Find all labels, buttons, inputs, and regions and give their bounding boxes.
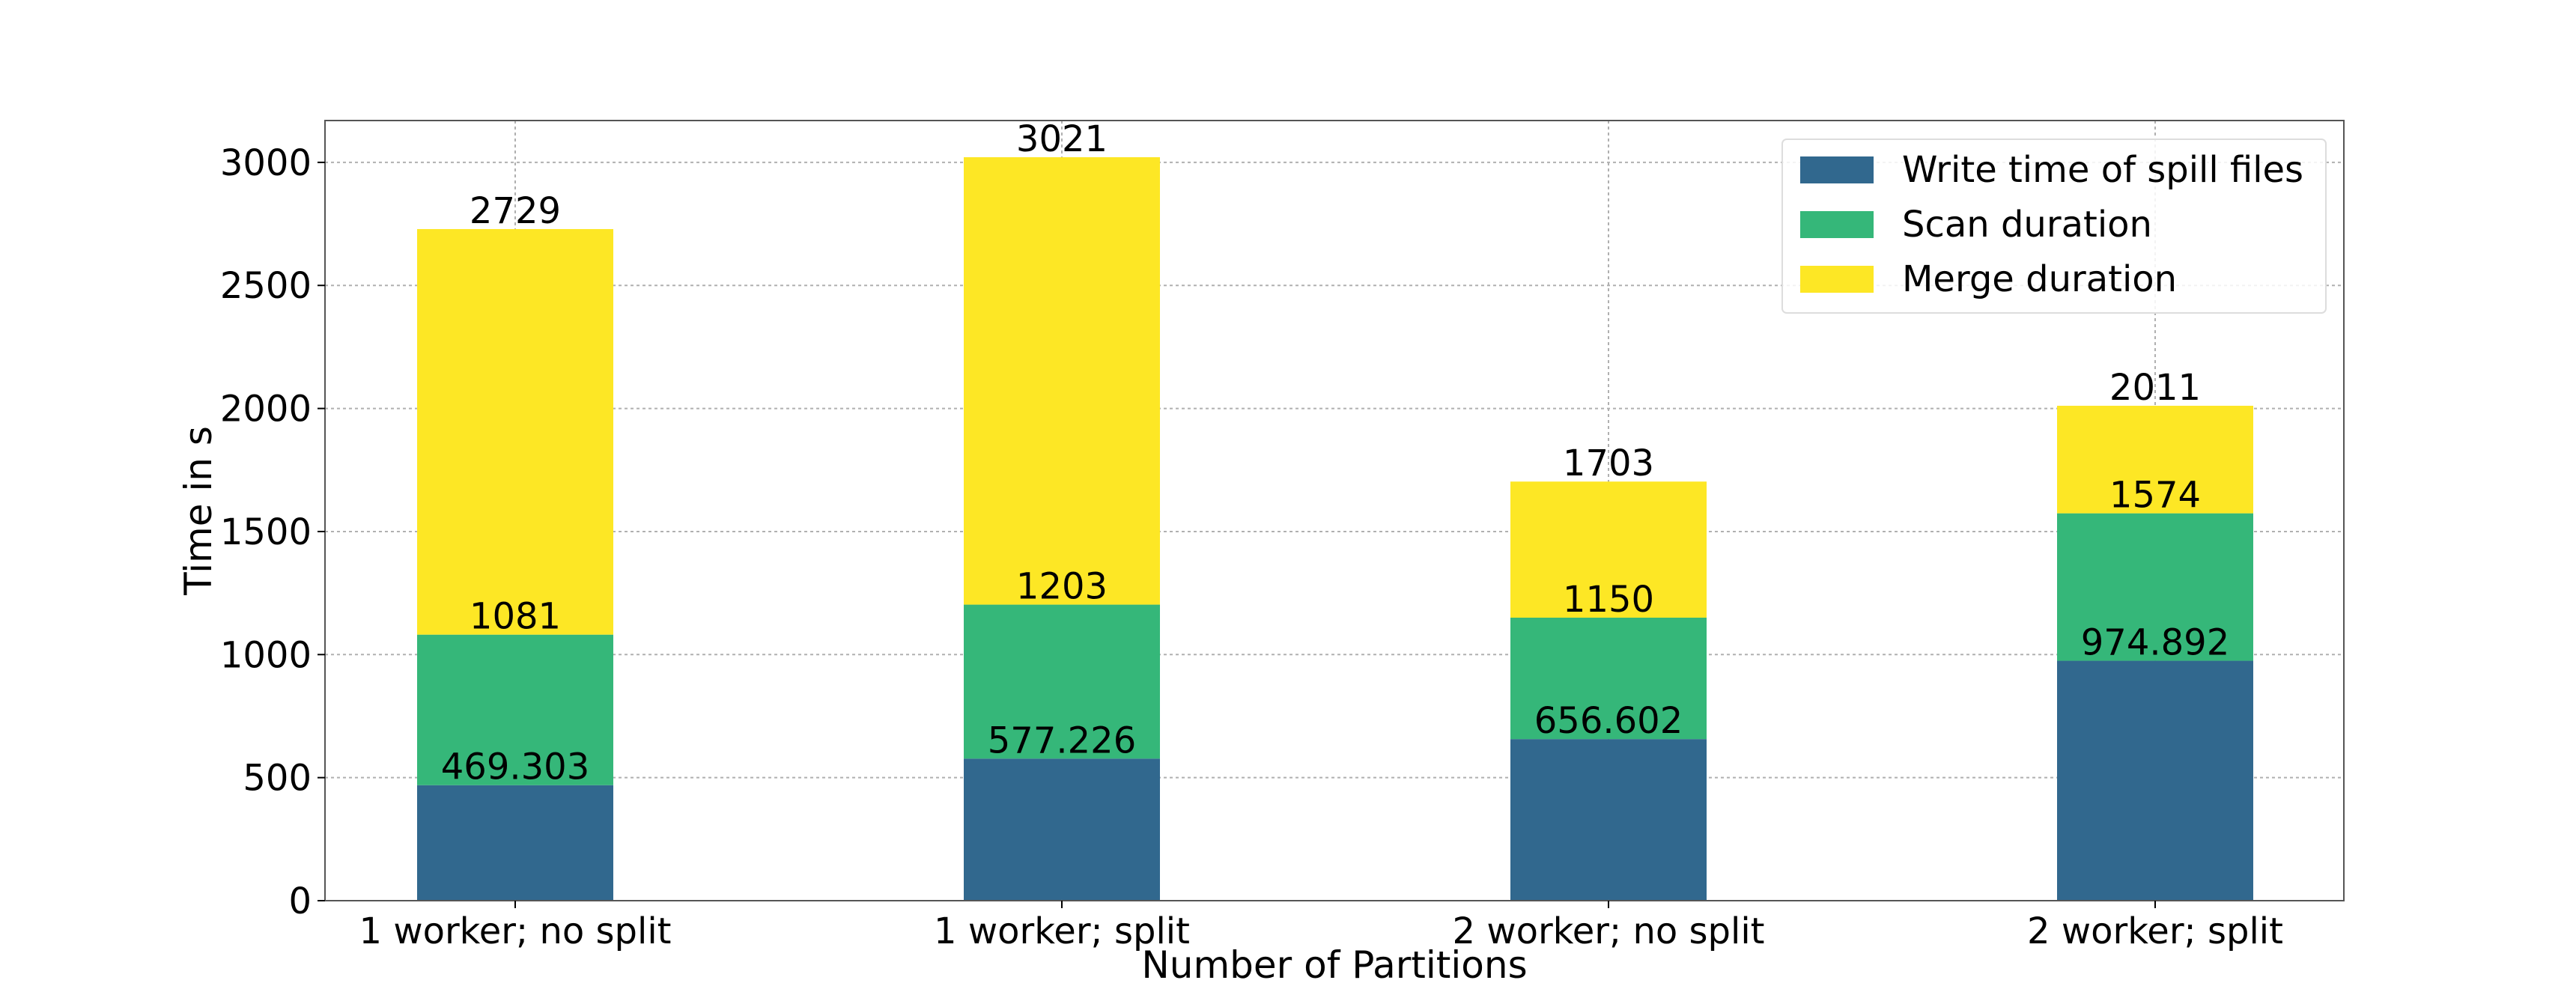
legend-label: Merge duration [1902,258,2177,300]
y-tick-label: 2000 [220,389,312,430]
bar-segment [417,228,613,635]
data-label: 1203 [1016,566,1108,608]
bar-segment [1510,481,1707,618]
y-tick-label: 1500 [220,511,312,553]
legend-label: Scan duration [1902,204,2152,246]
bars [417,156,2253,901]
data-label: 974.892 [2081,622,2230,664]
data-label: 3021 [1016,118,1108,160]
legend-swatch [1800,211,1874,238]
x-axis-label: Number of Partitions [1141,943,1527,987]
data-label: 2011 [2109,367,2201,409]
y-tick-label: 1000 [220,634,312,676]
y-axis-label: Time in s [177,426,220,596]
data-label: 1574 [2109,475,2201,517]
x-tick-label: 1 worker; no split [359,910,672,952]
data-label: 1150 [1563,579,1654,621]
data-label: 2729 [470,190,561,232]
plot-frame [324,120,2345,901]
x-tick-label: 2 worker; no split [1453,910,1765,952]
y-axis-ticks: 0 500 1000 1500 2000 2500 3000 [220,142,325,922]
bar-segment [964,604,1160,759]
bar-segment [964,156,1160,605]
legend-label: Write time of spill files [1902,149,2303,191]
bar-segment [1510,739,1707,901]
data-label: 469.303 [441,746,590,788]
y-tick-label: 3000 [220,142,312,184]
y-tick-label: 0 [288,880,312,922]
bar-segment [964,758,1160,901]
x-tick-label: 2 worker; split [2027,910,2283,952]
data-label: 1703 [1563,442,1654,484]
data-labels: 469.303 1081 2729 577.226 1203 3021 656.602 115… [441,118,2230,788]
bar-segment [417,634,613,785]
data-label: 1081 [470,596,561,638]
legend-swatch [1800,156,1874,183]
legend: Write time of spill files Scan duration Me… [1781,139,2327,314]
data-label: 577.226 [988,719,1137,761]
x-tick-label: 1 worker; split [934,910,1190,952]
y-tick-label: 500 [243,758,312,800]
x-axis-ticks: 1 worker; no split 1 worker; split 2 worke… [359,901,2283,952]
legend-box [1781,139,2327,314]
bar-segment [1510,617,1707,740]
bar-segment [2057,405,2253,514]
y-tick-label: 2500 [220,265,312,307]
bar-segment [2057,513,2253,661]
bar-segment [2057,660,2253,901]
bar-segment [417,785,613,901]
legend-swatch [1800,266,1874,293]
data-label: 656.602 [1534,700,1683,742]
